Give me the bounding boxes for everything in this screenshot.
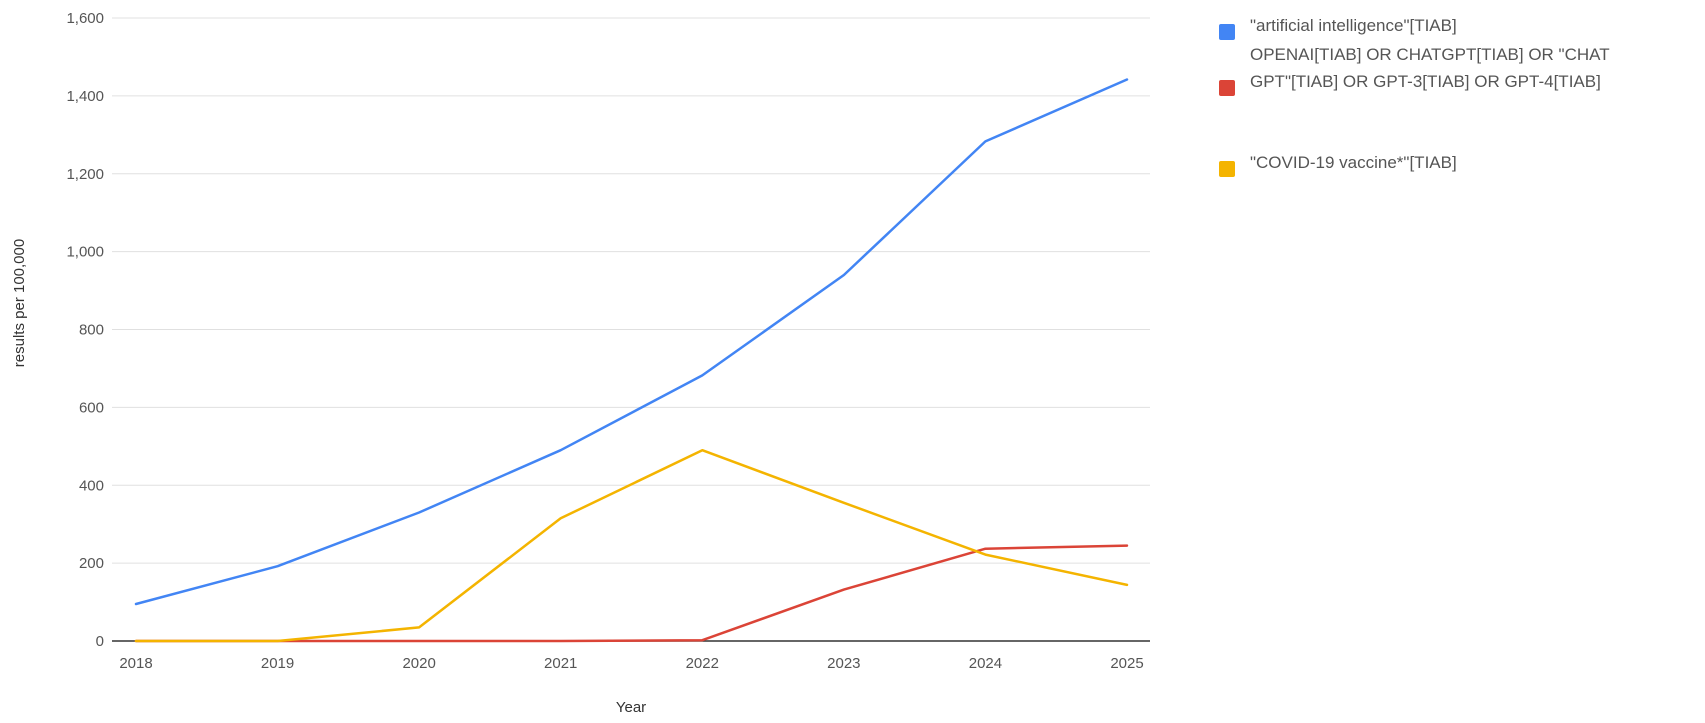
series-line-2 [134,544,1129,643]
y-tick-label: 200 [79,555,104,572]
y-tick-label: 1,600 [66,10,104,27]
legend-label-1: "artificial intelligence"[TIAB] [1250,16,1457,35]
series-line-3 [134,448,1129,643]
y-tick-label: 0 [96,633,104,650]
legend: "artificial intelligence"[TIAB] OPENAI[TI… [1219,16,1610,177]
y-tick-label: 600 [79,399,104,416]
x-axis: 2018 2019 2020 2021 2022 2023 2024 2025 [119,655,1143,672]
y-tick-label: 400 [79,477,104,494]
y-tick-label: 800 [79,322,104,339]
x-tick-label: 2018 [119,655,152,672]
x-tick-label: 2025 [1110,655,1143,672]
y-tick-label: 1,400 [66,88,104,105]
x-tick-label: 2020 [402,655,435,672]
x-tick-label: 2021 [544,655,577,672]
y-axis-title: results per 100,000 [11,239,28,367]
series-lines [134,78,1129,643]
series-line-1 [134,78,1129,606]
x-axis-title: Year [616,699,646,716]
x-tick-label: 2023 [827,655,860,672]
legend-swatch-1 [1219,24,1235,40]
legend-label-2: OPENAI[TIAB] OR CHATGPT[TIAB] OR "CHAT [1250,45,1610,64]
legend-label-2: GPT"[TIAB] OR GPT-3[TIAB] OR GPT-4[TIAB] [1250,72,1601,91]
x-tick-label: 2022 [686,655,719,672]
legend-swatch-2 [1219,80,1235,96]
y-axis: 0 200 400 600 800 1,000 1,200 1,400 1,600 [66,10,104,650]
x-tick-label: 2019 [261,655,294,672]
legend-label-3: "COVID-19 vaccine*"[TIAB] [1250,153,1457,172]
legend-swatch-3 [1219,161,1235,177]
y-tick-label: 1,200 [66,166,104,183]
y-tick-label: 1,000 [66,244,104,261]
x-tick-label: 2024 [969,655,1002,672]
